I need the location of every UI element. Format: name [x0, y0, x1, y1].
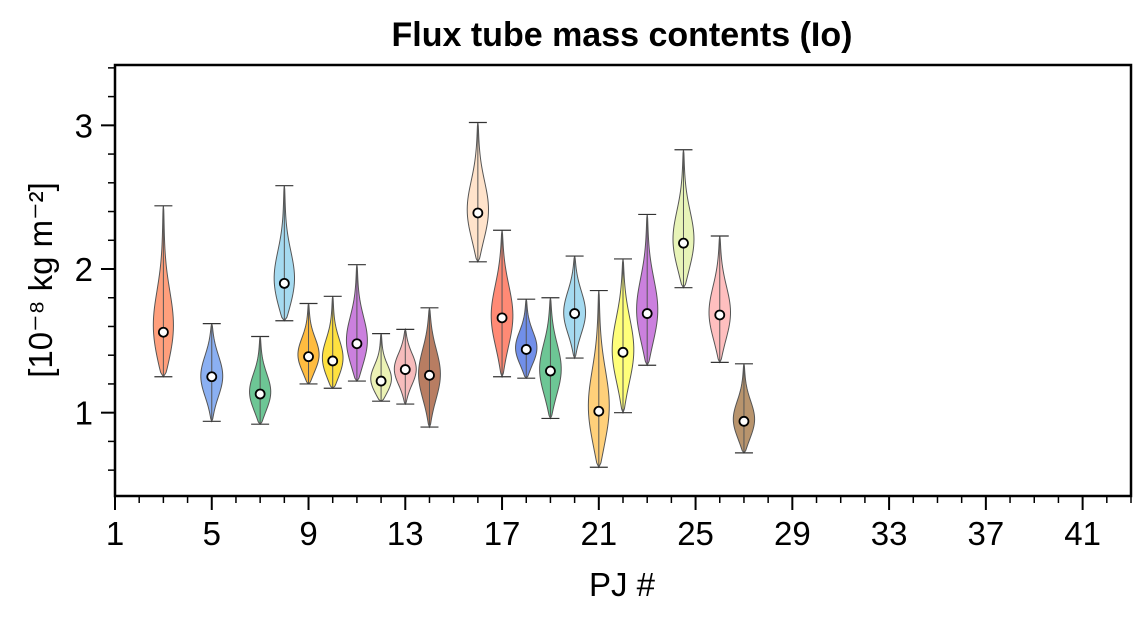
x-tick-label: 21: [580, 515, 617, 552]
violin-median-marker: [327, 355, 339, 367]
violin-median-marker: [678, 237, 689, 249]
plot-frame: [113, 63, 1133, 498]
violin-pj-24.5: [672, 149, 695, 289]
violin-median-marker: [617, 346, 629, 358]
violin-median-marker: [424, 369, 435, 381]
violin-pj-23: [636, 213, 659, 367]
violin-pj-13: [393, 327, 417, 406]
violin-pj-10: [321, 295, 344, 389]
violin-pj-12: [370, 333, 392, 402]
violin-median-marker: [714, 309, 726, 321]
violin-pj-19: [539, 297, 562, 420]
violin-pj-20: [563, 255, 587, 360]
violin-pj-18: [515, 298, 538, 379]
violin-median-marker: [303, 351, 314, 363]
violin-pj-3: [152, 205, 174, 378]
x-tick-label: 1: [106, 515, 124, 552]
x-tick-label: 33: [871, 515, 908, 552]
violin-pj-22: [611, 258, 635, 415]
violin-pj-27: [732, 363, 756, 454]
x-tick-label: 37: [967, 515, 1004, 552]
violin-pj-16: [466, 121, 490, 263]
axis-ticks: 1 5 9 13 17 21 25 29 33 37 41 1 2 3: [75, 67, 1132, 552]
x-tick-label: 13: [387, 515, 424, 552]
plot-area: [152, 121, 756, 469]
violin-median-marker: [569, 308, 581, 319]
x-tick-label: 5: [203, 515, 221, 552]
x-tick-label: 41: [1064, 515, 1101, 552]
y-axis-label: [10⁻⁸ kg m⁻²]: [22, 182, 59, 377]
x-tick-label: 9: [299, 515, 317, 552]
violin-median-marker: [496, 312, 508, 324]
y-tick-label: 2: [75, 251, 93, 288]
violin-median-marker: [593, 405, 605, 417]
violin-median-marker: [351, 338, 363, 350]
violin-median-marker: [278, 277, 290, 289]
violin-pj-8: [273, 185, 296, 322]
violin-median-marker: [375, 375, 387, 387]
violin-median-marker: [254, 388, 266, 400]
violin-median-marker: [738, 415, 750, 427]
x-axis-label: PJ #: [589, 566, 656, 603]
chart-title: Flux tube mass contents (Io): [392, 16, 853, 54]
x-tick-label: 25: [677, 515, 714, 552]
violin-pj-14: [418, 307, 441, 429]
violin-pj-9: [297, 302, 320, 385]
violin-pj-17: [490, 229, 514, 379]
violin-median-marker: [399, 364, 411, 375]
violin-median-marker: [545, 365, 556, 377]
violin-median-marker: [520, 344, 532, 355]
violin-median-marker: [472, 207, 484, 219]
violin-pj-26: [708, 235, 732, 364]
y-tick-label: 1: [75, 395, 93, 432]
violin-pj-5: [200, 323, 224, 423]
x-tick-label: 17: [484, 515, 521, 552]
violin-pj-11: [345, 264, 368, 382]
y-tick-label: 3: [75, 107, 93, 144]
violin-median-marker: [206, 371, 218, 383]
violin-pj-21: [587, 289, 610, 469]
violin-median-marker: [157, 326, 169, 338]
x-tick-label: 29: [774, 515, 811, 552]
violin-pj-7: [249, 335, 272, 425]
violin-median-marker: [641, 308, 653, 319]
